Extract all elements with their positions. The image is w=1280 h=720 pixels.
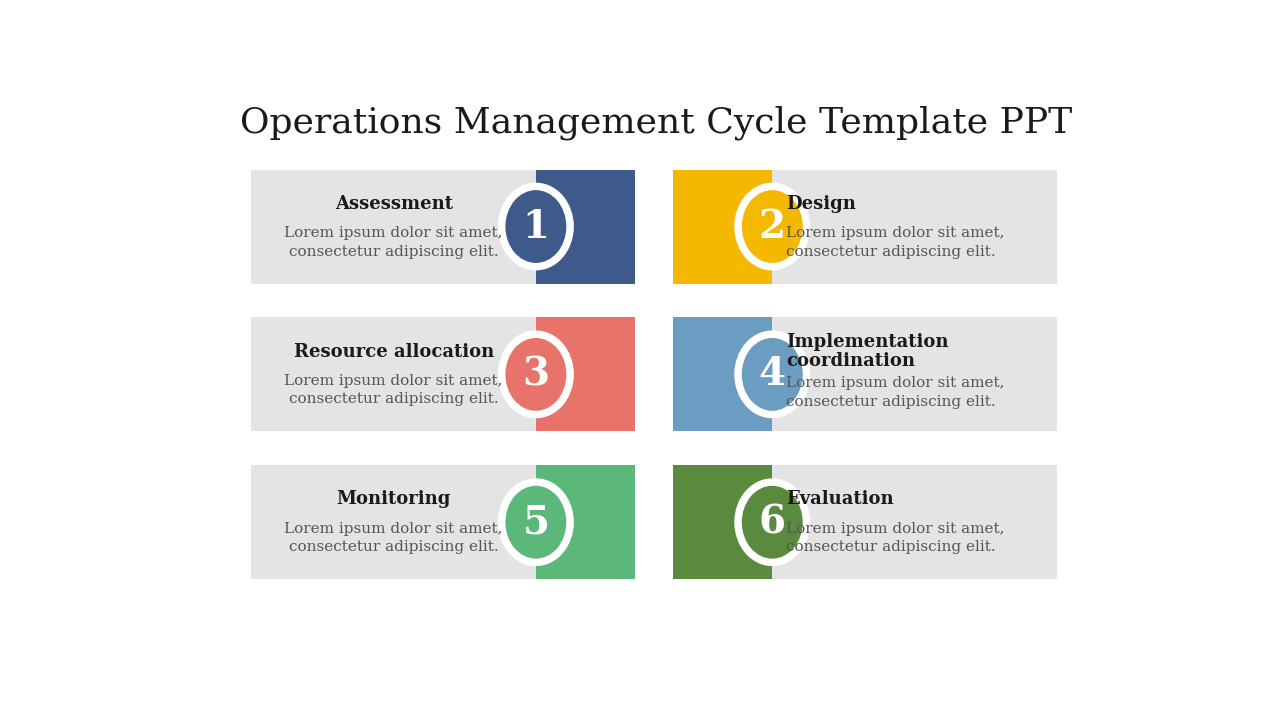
FancyBboxPatch shape xyxy=(673,465,772,579)
Ellipse shape xyxy=(740,188,805,265)
Text: Implementation: Implementation xyxy=(786,333,948,351)
Text: Resource allocation: Resource allocation xyxy=(293,343,494,361)
FancyBboxPatch shape xyxy=(673,318,772,431)
Text: Lorem ipsum dolor sit amet,: Lorem ipsum dolor sit amet, xyxy=(786,522,1005,536)
Text: consectetur adipiscing elit.: consectetur adipiscing elit. xyxy=(786,540,996,554)
Ellipse shape xyxy=(503,188,568,265)
FancyBboxPatch shape xyxy=(536,169,635,284)
FancyBboxPatch shape xyxy=(251,465,635,579)
FancyBboxPatch shape xyxy=(536,318,635,431)
Text: consectetur adipiscing elit.: consectetur adipiscing elit. xyxy=(786,245,996,258)
Text: consectetur adipiscing elit.: consectetur adipiscing elit. xyxy=(786,395,996,409)
FancyBboxPatch shape xyxy=(251,318,635,431)
FancyBboxPatch shape xyxy=(673,169,1057,284)
Ellipse shape xyxy=(498,478,573,566)
FancyBboxPatch shape xyxy=(536,465,635,579)
Text: consectetur adipiscing elit.: consectetur adipiscing elit. xyxy=(289,392,498,407)
Ellipse shape xyxy=(735,183,810,271)
Text: coordination: coordination xyxy=(786,351,915,369)
Text: 6: 6 xyxy=(759,503,786,541)
Text: 2: 2 xyxy=(759,207,786,246)
Text: Assessment: Assessment xyxy=(334,194,453,212)
FancyBboxPatch shape xyxy=(673,169,772,284)
Text: consectetur adipiscing elit.: consectetur adipiscing elit. xyxy=(289,540,498,554)
Text: 4: 4 xyxy=(759,356,786,393)
FancyBboxPatch shape xyxy=(673,318,1057,431)
Ellipse shape xyxy=(740,336,805,413)
Ellipse shape xyxy=(735,478,810,566)
Ellipse shape xyxy=(503,336,568,413)
Ellipse shape xyxy=(740,484,805,561)
Ellipse shape xyxy=(498,183,573,271)
Text: 1: 1 xyxy=(522,207,549,246)
Text: Monitoring: Monitoring xyxy=(337,490,451,508)
Text: Lorem ipsum dolor sit amet,: Lorem ipsum dolor sit amet, xyxy=(284,374,503,388)
Text: Lorem ipsum dolor sit amet,: Lorem ipsum dolor sit amet, xyxy=(786,377,1005,390)
Text: Lorem ipsum dolor sit amet,: Lorem ipsum dolor sit amet, xyxy=(284,522,503,536)
Ellipse shape xyxy=(503,484,568,561)
Text: 5: 5 xyxy=(522,503,549,541)
Text: 3: 3 xyxy=(522,356,549,393)
Text: Operations Management Cycle Template PPT: Operations Management Cycle Template PPT xyxy=(239,105,1073,140)
FancyBboxPatch shape xyxy=(673,465,1057,579)
Text: Lorem ipsum dolor sit amet,: Lorem ipsum dolor sit amet, xyxy=(786,226,1005,240)
Text: Lorem ipsum dolor sit amet,: Lorem ipsum dolor sit amet, xyxy=(284,226,503,240)
Ellipse shape xyxy=(735,330,810,418)
Text: Design: Design xyxy=(786,194,856,212)
Ellipse shape xyxy=(498,330,573,418)
Text: Evaluation: Evaluation xyxy=(786,490,893,508)
Text: consectetur adipiscing elit.: consectetur adipiscing elit. xyxy=(289,245,498,258)
FancyBboxPatch shape xyxy=(251,169,635,284)
